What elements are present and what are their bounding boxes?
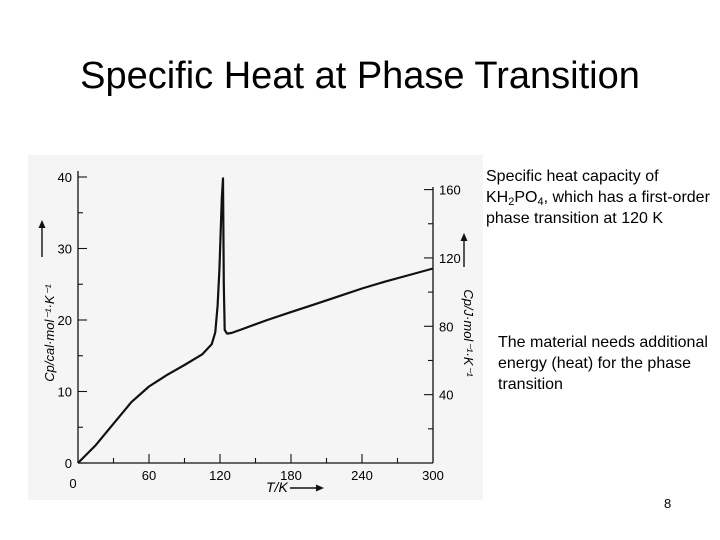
y2-tick-label: 120 [439, 251, 461, 266]
y-tick-label: 0 [65, 456, 72, 471]
y2-tick-label: 80 [439, 319, 453, 334]
y-axis-arrow [38, 220, 46, 257]
x-tick-label: 120 [209, 468, 231, 483]
heat-capacity-chart: 0 10 20 30 40 60 120 180 240 300 40 80 120 160 0 T/K … [28, 155, 483, 500]
caption-prefix: Specific heat capacity of [486, 168, 659, 185]
x-tick-label: 180 [280, 468, 302, 483]
y2-tick-label: 160 [439, 183, 461, 198]
y-tick-label: 20 [58, 313, 72, 328]
chart-ticks [78, 176, 433, 464]
y2-axis-label: Cp/J·mol⁻¹·K⁻¹ [461, 289, 476, 377]
x-origin-label: 0 [69, 476, 76, 491]
y2-tick-label: 40 [439, 388, 453, 403]
formula-kh: KH [486, 189, 509, 206]
y-tick-label: 10 [58, 385, 72, 400]
y-tick-label: 40 [58, 170, 72, 185]
energy-note: The material needs additional energy (he… [498, 334, 708, 393]
page-number: 8 [664, 496, 672, 511]
chart-background [28, 155, 483, 500]
formula-po: PO [514, 189, 538, 206]
x-tick-label: 300 [422, 468, 444, 483]
y2-axis-arrow [460, 233, 468, 267]
y-tick-label: 30 [58, 242, 72, 257]
x-axis-label: T/K [266, 479, 288, 495]
chart-caption: Specific heat capacity of KH2PO4, which … [486, 166, 711, 229]
formula-sub-2: 2 [508, 196, 515, 208]
x-tick-label: 60 [142, 468, 156, 483]
caption-suffix: , which has a first-order phase transiti… [486, 189, 710, 227]
y-axis-label: Cp/cal·mol⁻¹·K⁻¹ [42, 284, 57, 382]
slide-title: Specific Heat at Phase Transition [80, 55, 640, 97]
formula-sub-4: 4 [537, 196, 544, 208]
heat-capacity-curve [77, 177, 434, 464]
x-tick-label: 240 [351, 468, 373, 483]
chart-tick-labels: 0 10 20 30 40 60 120 180 240 300 40 80 120 160 [58, 170, 461, 483]
chemical-formula: KH2PO4 [486, 189, 544, 208]
x-axis-arrow [290, 484, 324, 492]
